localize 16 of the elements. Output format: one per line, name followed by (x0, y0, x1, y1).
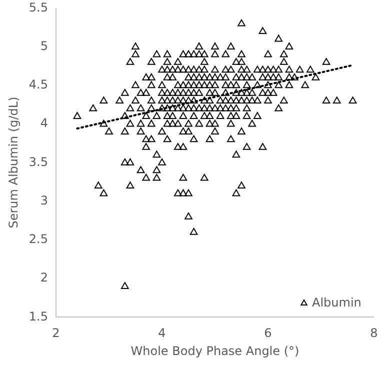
legend-label: Albumin (312, 295, 362, 310)
y-tick-label: 5.5 (28, 0, 48, 14)
y-tick-label: 4 (40, 116, 48, 130)
y-tick-label: 3 (40, 193, 48, 208)
y-tick-label: 2 (40, 270, 48, 285)
y-tick-label: 3.5 (28, 154, 48, 169)
x-axis-title: Whole Body Phase Angle (°) (130, 344, 300, 358)
y-axis-title: Serum Albumin (g/dL) (6, 96, 20, 228)
x-tick-label: 8 (370, 326, 378, 340)
y-tick-label: 1.5 (28, 309, 48, 324)
y-tick-label: 4.5 (28, 78, 48, 92)
y-tick-label: 5 (40, 38, 48, 53)
y-tick-label: 2.5 (28, 232, 48, 246)
x-tick-label: 6 (264, 326, 272, 340)
x-tick-label: 4 (158, 326, 166, 340)
x-tick-label: 2 (52, 326, 60, 340)
